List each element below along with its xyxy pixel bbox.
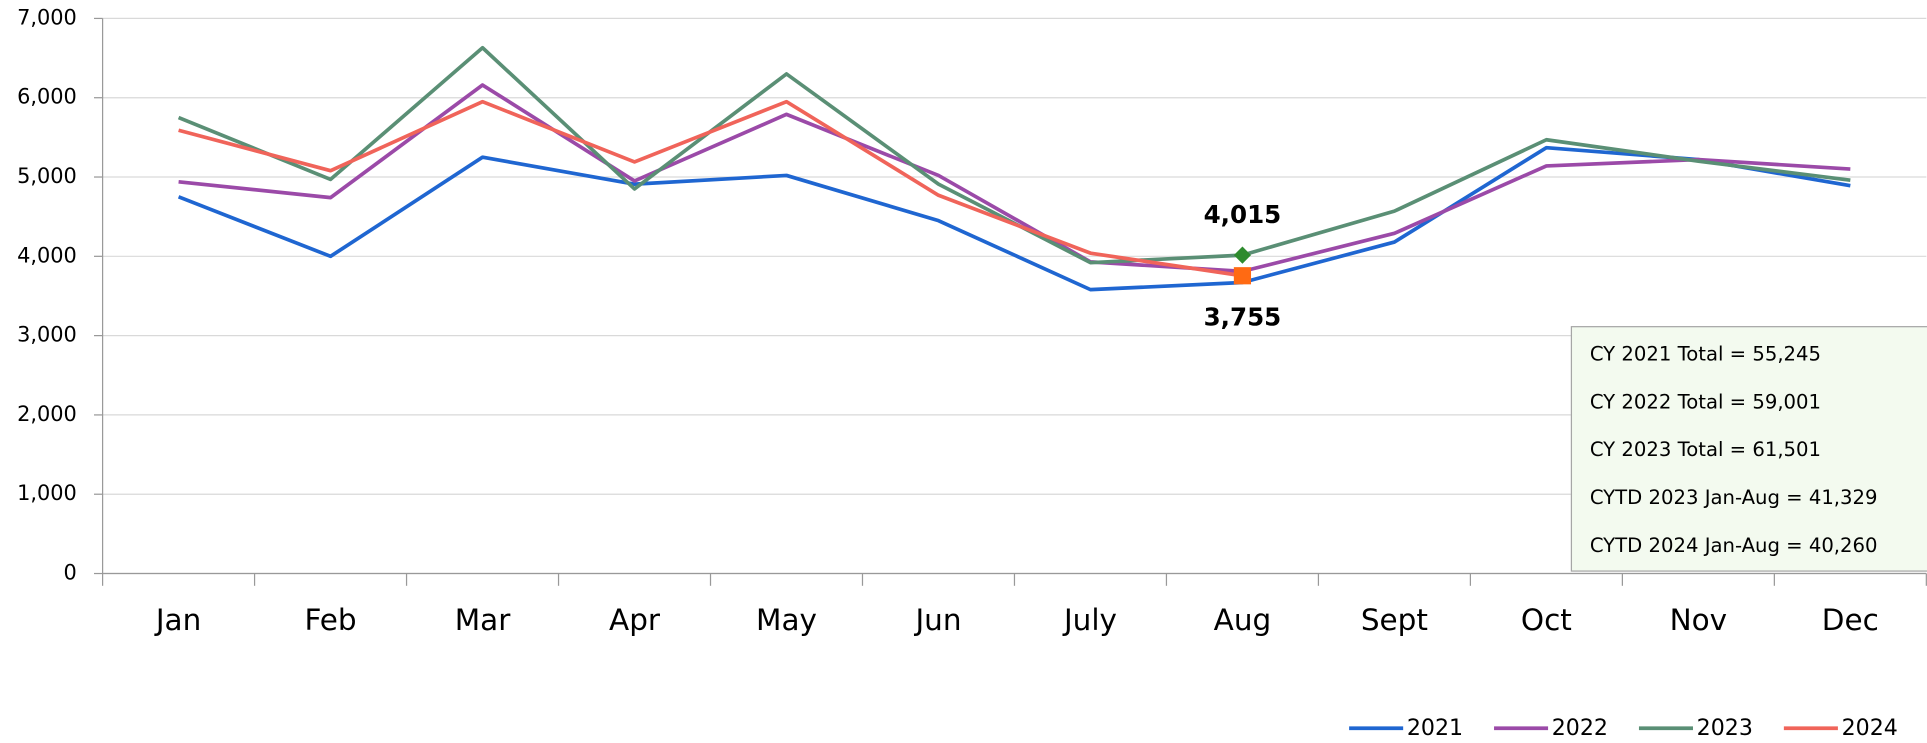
point-marker <box>1233 267 1252 285</box>
x-tick-label: Sept <box>1361 603 1428 637</box>
legend-label: 2022 <box>1552 715 1608 741</box>
series-line <box>178 99 1243 278</box>
data-label: 3,755 <box>1204 303 1282 332</box>
x-tick-label: July <box>1062 603 1117 637</box>
x-tick-label: Feb <box>304 603 356 637</box>
x-tick-label: Apr <box>609 603 661 637</box>
data-label: 4,015 <box>1204 200 1282 229</box>
x-tick-label: Jun <box>913 603 961 637</box>
series-line <box>177 145 1851 292</box>
x-tick-label: Jan <box>154 603 201 637</box>
series-line <box>177 45 1851 265</box>
notes-background <box>1570 326 1927 572</box>
legend-label: 2024 <box>1842 715 1898 741</box>
note: CYTD 2023 Jan-Aug = 41,329 <box>1590 486 1878 509</box>
y-tick-label: 3,000 <box>17 323 77 347</box>
y-tick-label: 7,000 <box>17 5 77 29</box>
note: CY 2022 Total = 59,001 <box>1590 390 1821 413</box>
point-marker <box>1233 246 1252 264</box>
x-tick-label: Aug <box>1214 603 1272 637</box>
note: CY 2021 Total = 55,245 <box>1590 342 1821 365</box>
x-tick-label: Nov <box>1670 603 1728 637</box>
note: CYTD 2024 Jan-Aug = 40,260 <box>1590 534 1878 557</box>
x-tick-label: May <box>756 603 817 637</box>
legend: 2021 2022 2023 2024 <box>1349 715 1898 741</box>
notes-box: CY 2021 Total = 55,245 CY 2022 Total = 59… <box>1570 326 1927 572</box>
y-tick-label: 0 <box>64 561 77 585</box>
y-tick-label: 6,000 <box>17 85 77 109</box>
series-line <box>178 83 1851 274</box>
note: CY 2023 Total = 61,501 <box>1590 438 1821 461</box>
x-tick-label: Dec <box>1822 603 1879 637</box>
y-tick-label: 2,000 <box>17 402 77 426</box>
x-tick-label: Mar <box>455 603 511 637</box>
y-tick-label: 5,000 <box>17 164 77 188</box>
legend-label: 2023 <box>1697 715 1753 741</box>
y-tick-label: 4,000 <box>17 243 77 267</box>
x-tick-label: Oct <box>1521 603 1572 637</box>
legend-label: 2021 <box>1407 715 1463 741</box>
y-tick-label: 1,000 <box>17 481 77 505</box>
